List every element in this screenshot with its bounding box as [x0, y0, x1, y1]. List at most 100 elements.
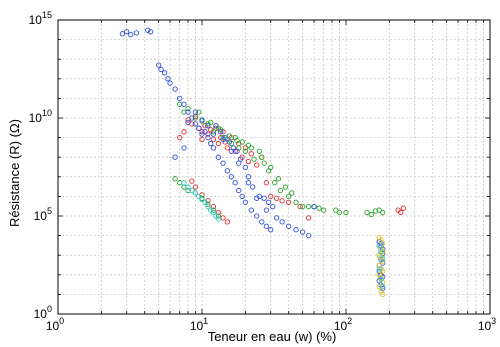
data-point	[185, 187, 191, 194]
data-point	[172, 176, 178, 182]
data-point	[165, 76, 171, 82]
data-point	[380, 291, 386, 298]
y-tick-label: 1015	[29, 10, 52, 27]
data-point	[376, 207, 382, 213]
y-tick-labels: 100 105 1010 1015	[29, 10, 52, 321]
data-point	[208, 140, 214, 147]
data-point	[192, 115, 199, 121]
data-point	[251, 156, 257, 162]
data-point	[234, 137, 240, 144]
data-point	[378, 249, 384, 255]
data-point	[236, 160, 242, 166]
data-point	[400, 205, 406, 211]
data-point	[380, 255, 386, 261]
data-point	[239, 193, 245, 200]
data-point	[161, 70, 168, 76]
data-point	[215, 216, 222, 222]
data-point	[248, 145, 254, 151]
data-point	[265, 199, 272, 205]
data-point	[128, 31, 134, 38]
data-point	[210, 203, 217, 210]
data-point	[226, 139, 233, 145]
data-point	[210, 136, 217, 143]
data-point	[305, 232, 312, 239]
data-point	[220, 136, 226, 143]
data-point	[286, 193, 292, 200]
data-point	[268, 164, 274, 171]
data-point	[213, 123, 219, 129]
data-point	[242, 148, 248, 154]
data-point	[199, 129, 205, 135]
data-point	[368, 211, 375, 218]
data-point	[145, 27, 151, 33]
data-point	[263, 207, 270, 213]
data-point	[380, 209, 386, 216]
data-point	[234, 148, 240, 154]
data-point	[274, 195, 280, 201]
data-point	[218, 129, 224, 135]
axis-ticks	[57, 20, 490, 315]
data-point	[380, 240, 386, 247]
data-point	[189, 187, 195, 194]
x-tick-label: 103	[478, 316, 496, 333]
data-point	[202, 199, 208, 205]
y-tick-label: 100	[34, 304, 52, 321]
data-point	[316, 205, 322, 211]
data-point	[208, 119, 214, 125]
data-point	[380, 283, 386, 290]
data-point	[279, 198, 285, 204]
data-point	[245, 180, 252, 186]
data-point	[202, 129, 208, 135]
data-point	[248, 151, 254, 157]
data-point	[220, 134, 226, 141]
data-point	[376, 283, 382, 290]
data-point	[254, 195, 260, 201]
data-point	[177, 134, 183, 141]
data-point	[220, 215, 226, 221]
data-point	[380, 268, 386, 274]
data-point	[268, 227, 274, 233]
data-point	[333, 207, 339, 213]
data-point	[376, 266, 382, 272]
data-point	[254, 213, 260, 219]
data-point	[305, 215, 312, 221]
data-point	[277, 187, 283, 194]
data-point	[210, 145, 217, 151]
data-point	[199, 196, 205, 203]
data-point	[156, 62, 162, 68]
data-point	[263, 180, 270, 186]
data-point	[228, 174, 235, 180]
data-point	[343, 209, 349, 216]
data-point	[293, 199, 299, 205]
data-point	[242, 199, 248, 205]
data-point	[205, 134, 211, 141]
data-point	[196, 125, 202, 131]
data-point	[305, 203, 312, 210]
data-point	[205, 198, 211, 204]
data-point	[232, 180, 238, 186]
data-point	[286, 199, 292, 205]
data-point	[148, 29, 154, 35]
data-point	[185, 109, 191, 115]
data-point	[289, 190, 295, 196]
data-point	[213, 125, 219, 131]
data-point	[272, 180, 278, 186]
data-point	[189, 115, 195, 121]
data-point	[259, 219, 265, 225]
y-axis-label: Résistance (R) (Ω)	[7, 119, 22, 227]
y-tick-label: 105	[34, 206, 52, 223]
data-point	[158, 66, 164, 73]
data-point	[250, 184, 256, 190]
data-point	[192, 121, 199, 127]
data-point	[205, 121, 211, 127]
y-tick-label: 1010	[29, 108, 52, 125]
data-point	[181, 129, 187, 135]
data-point	[185, 119, 191, 125]
data-point	[167, 80, 173, 86]
data-point	[239, 139, 245, 145]
data-point	[228, 148, 235, 154]
data-point	[263, 223, 270, 229]
data-point	[215, 154, 222, 160]
